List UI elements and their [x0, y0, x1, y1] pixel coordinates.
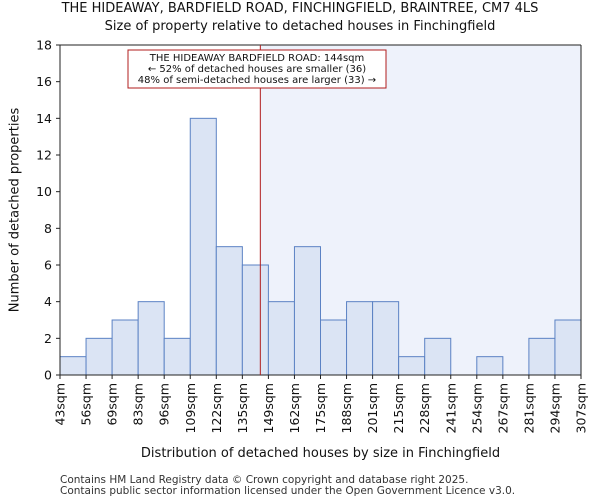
bar-122sqm	[215, 246, 243, 376]
footer-copyright: Contains HM Land Registry data © Crown c…	[60, 474, 469, 486]
y-tick-label: 4	[44, 294, 52, 309]
x-tick-label: 215sqm	[391, 383, 406, 433]
bar-56sqm	[85, 337, 113, 376]
y-tick-label: 2	[44, 331, 52, 346]
bar-201sqm	[372, 301, 400, 376]
bar-149sqm	[267, 301, 295, 376]
x-tick-label: 43sqm	[53, 383, 68, 426]
bar-135sqm	[241, 264, 269, 376]
x-tick-label: 294sqm	[547, 383, 562, 433]
bar-109sqm	[189, 117, 217, 376]
bar-294sqm	[554, 319, 582, 376]
x-tick-label: 254sqm	[469, 383, 484, 433]
x-ticks-group: 43sqm 56sqm 69sqm 83sqm 96sqm 109sqm 122sqm 135…	[53, 375, 589, 433]
x-axis-label: Distribution of detached houses by size …	[141, 446, 500, 461]
y-tick-label: 6	[44, 258, 52, 273]
y-tick-label: 14	[36, 111, 52, 126]
x-tick-label: 241sqm	[443, 383, 458, 433]
bar-254sqm	[476, 356, 504, 376]
x-tick-label: 83sqm	[131, 383, 146, 426]
x-tick-label: 122sqm	[209, 383, 224, 433]
bar-175sqm	[320, 319, 348, 376]
y-tick-label: 10	[36, 184, 52, 199]
y-tick-label: 16	[36, 74, 52, 89]
y-tick-label: 8	[44, 221, 52, 236]
x-tick-label: 56sqm	[79, 383, 94, 426]
x-tick-label: 228sqm	[417, 383, 432, 433]
x-tick-label: 69sqm	[105, 383, 120, 426]
x-tick-label: 201sqm	[365, 383, 380, 433]
x-tick-label: 162sqm	[287, 383, 302, 433]
annotation-line-3: 48% of semi-detached houses are larger (…	[138, 75, 376, 86]
y-ticks-group: 0 2 4 6 8 10 12 14 16 18	[36, 38, 60, 383]
chart-subtitle: Size of property relative to detached ho…	[104, 19, 496, 34]
annotation-line-1: THE HIDEAWAY BARDFIELD ROAD: 144sqm	[149, 53, 365, 64]
footer-licence: Contains public sector information licen…	[60, 485, 516, 497]
bar-162sqm	[293, 246, 322, 376]
x-tick-label: 175sqm	[313, 383, 328, 433]
bar-83sqm	[137, 301, 165, 376]
x-tick-label: 96sqm	[157, 383, 172, 426]
bar-96sqm	[163, 337, 191, 376]
y-tick-label: 18	[36, 38, 52, 53]
bar-215sqm	[398, 356, 426, 376]
x-tick-label: 281sqm	[521, 383, 536, 433]
y-axis-label: Number of detached properties	[8, 108, 23, 313]
y-tick-label: 12	[36, 148, 52, 163]
annotation-line-2: ← 52% of detached houses are smaller (36…	[148, 64, 366, 75]
bar-43sqm	[59, 356, 87, 376]
x-tick-label: 149sqm	[261, 383, 276, 433]
x-tick-label: 267sqm	[495, 383, 510, 433]
y-tick-label: 0	[44, 368, 52, 383]
bars-group	[59, 117, 582, 376]
bar-69sqm	[111, 319, 139, 376]
x-tick-label: 307sqm	[574, 383, 589, 433]
chart-title: THE HIDEAWAY, BARDFIELD ROAD, FINCHINGFI…	[61, 1, 539, 16]
annotation-border	[127, 49, 387, 89]
bar-188sqm	[346, 301, 374, 376]
x-tick-label: 109sqm	[183, 383, 198, 433]
bar-228sqm	[424, 337, 452, 376]
bar-281sqm	[528, 337, 556, 376]
annotation-box: THE HIDEAWAY BARDFIELD ROAD: 144sqm ← 52…	[127, 49, 387, 89]
x-tick-label: 188sqm	[339, 383, 354, 433]
x-tick-label: 135sqm	[235, 383, 250, 433]
